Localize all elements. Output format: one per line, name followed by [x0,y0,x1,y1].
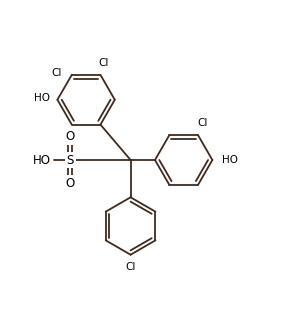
Text: Cl: Cl [98,58,108,68]
Text: HO: HO [33,154,51,166]
Text: HO: HO [34,93,50,103]
Text: HO: HO [222,155,238,165]
Text: O: O [66,130,75,143]
Text: Cl: Cl [197,118,208,128]
Text: Cl: Cl [125,262,136,272]
Text: S: S [67,154,74,166]
Text: Cl: Cl [52,68,62,77]
Text: O: O [66,177,75,190]
